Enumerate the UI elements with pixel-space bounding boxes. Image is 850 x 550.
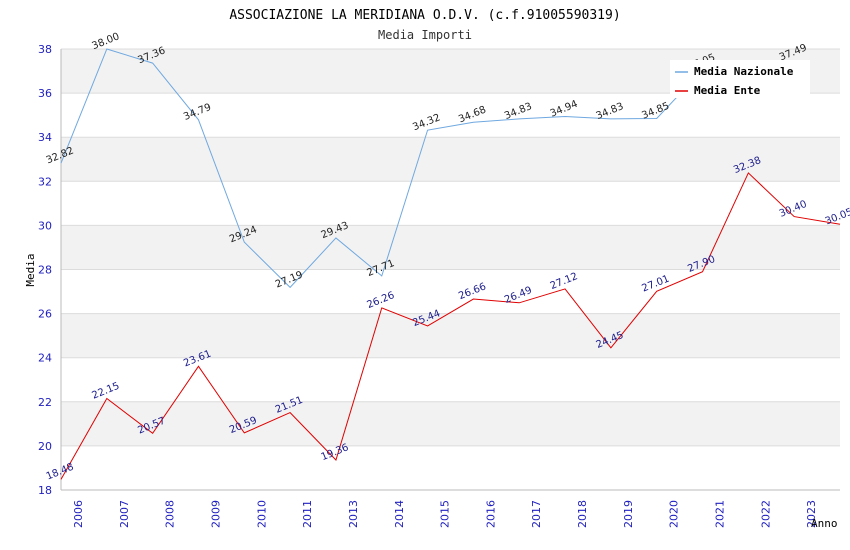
x-tick-label: 2011 bbox=[301, 500, 314, 528]
plot-band bbox=[61, 313, 840, 358]
y-tick-label: 26 bbox=[38, 308, 52, 321]
x-tick-label: 2008 bbox=[164, 500, 177, 528]
plot-background bbox=[61, 49, 840, 490]
series-line-ente bbox=[60, 172, 841, 480]
plot-band bbox=[61, 357, 840, 402]
y-tick-label: 18 bbox=[38, 484, 52, 497]
plot-band bbox=[61, 269, 840, 314]
x-tick-label: 2013 bbox=[347, 500, 360, 528]
plot-band bbox=[61, 225, 840, 270]
y-tick-label: 30 bbox=[38, 219, 52, 232]
plot-band bbox=[61, 401, 840, 446]
legend-label-ente: Media Ente bbox=[694, 84, 761, 97]
y-tick-label: 36 bbox=[38, 87, 52, 100]
x-tick-label: 2010 bbox=[255, 500, 268, 528]
x-tick-label: 2014 bbox=[393, 500, 406, 528]
x-tick-label: 2015 bbox=[439, 500, 452, 528]
legend-label-nazionale: Media Nazionale bbox=[694, 65, 794, 78]
plot-band bbox=[61, 181, 840, 226]
x-tick-label: 2017 bbox=[530, 500, 543, 528]
chart-title: ASSOCIAZIONE LA MERIDIANA O.D.V. (c.f.91… bbox=[229, 8, 620, 23]
y-tick-label: 24 bbox=[38, 352, 52, 365]
x-tick-label: 2019 bbox=[622, 500, 635, 528]
x-axis-ticks: 2006 2007 2008 2009 2010 2011 2013 2014 2015 2016… bbox=[72, 500, 818, 528]
x-tick-label: 2009 bbox=[209, 500, 222, 528]
plot-band bbox=[61, 93, 840, 138]
legend: Media Nazionale Media Ente bbox=[670, 60, 810, 98]
y-tick-label: 20 bbox=[38, 440, 52, 453]
y-tick-label: 34 bbox=[38, 131, 52, 144]
y-tick-label: 22 bbox=[38, 396, 52, 409]
y-axis-label: Media bbox=[24, 253, 37, 286]
x-tick-label: 2021 bbox=[714, 500, 727, 528]
x-tick-label: 2018 bbox=[576, 500, 589, 528]
plot-band bbox=[61, 445, 840, 490]
x-tick-label: 2020 bbox=[668, 500, 681, 528]
x-tick-label: 2023 bbox=[805, 500, 818, 528]
chart-subtitle: Media Importi bbox=[378, 28, 472, 42]
x-tick-label: 2007 bbox=[118, 500, 131, 528]
y-axis-ticks: 18 20 22 24 26 28 30 32 34 36 38 bbox=[38, 43, 52, 497]
legend-box bbox=[670, 60, 810, 98]
x-tick-label: 2016 bbox=[484, 500, 497, 528]
y-tick-label: 38 bbox=[38, 43, 52, 56]
y-tick-label: 28 bbox=[38, 264, 52, 277]
axes bbox=[60, 49, 840, 491]
series-lines bbox=[60, 49, 841, 480]
y-tick-label: 32 bbox=[38, 175, 52, 188]
x-tick-label: 2006 bbox=[72, 500, 85, 528]
x-tick-label: 2022 bbox=[759, 500, 772, 528]
plot-band bbox=[61, 137, 840, 182]
x-axis-label: Anno bbox=[811, 517, 838, 530]
